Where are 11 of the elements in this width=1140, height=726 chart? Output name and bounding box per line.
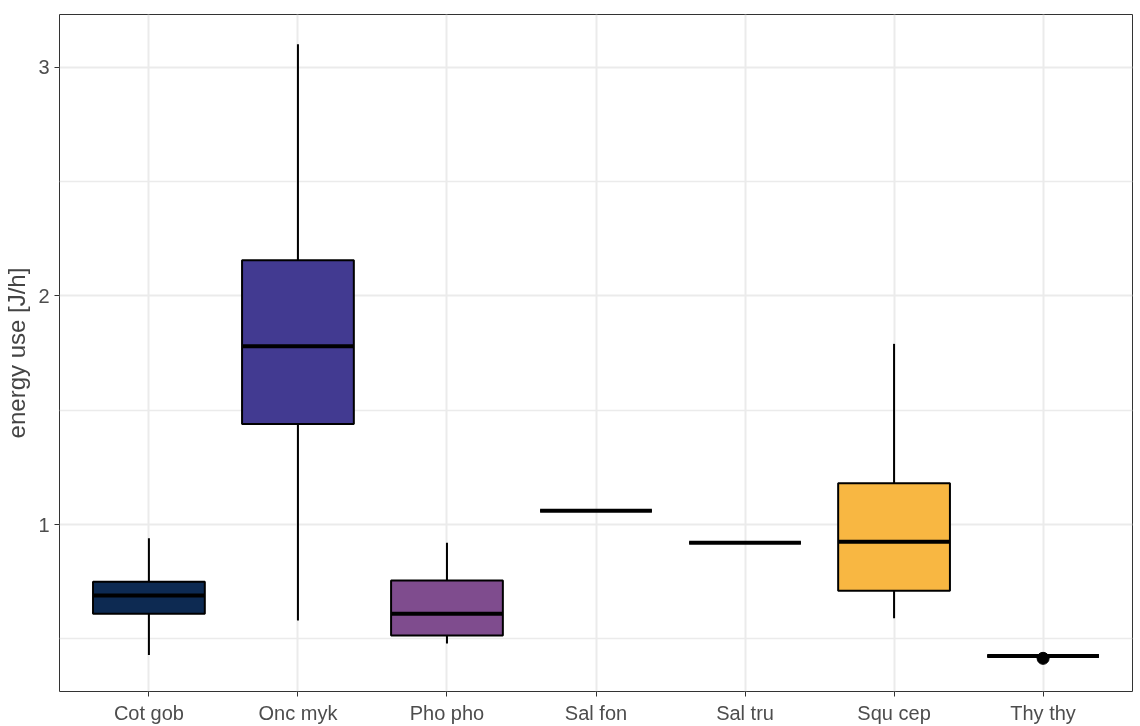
y-tick-label: 2 <box>38 284 50 307</box>
x-tick-label: Onc myk <box>258 701 339 724</box>
x-tick-label: Thy thy <box>1010 701 1076 724</box>
y-tick-label: 1 <box>38 513 50 536</box>
x-tick-label: Pho pho <box>409 701 485 724</box>
x-tick-label: Sal fon <box>564 701 628 724</box>
x-tick-label: Cot gob <box>113 701 184 724</box>
x-tick-label: Sal tru <box>716 701 774 724</box>
y-tick-label: 3 <box>38 56 50 79</box>
x-tick-label: Squ cep <box>857 701 931 724</box>
y-axis-title: energy use [J/h] <box>3 267 31 439</box>
